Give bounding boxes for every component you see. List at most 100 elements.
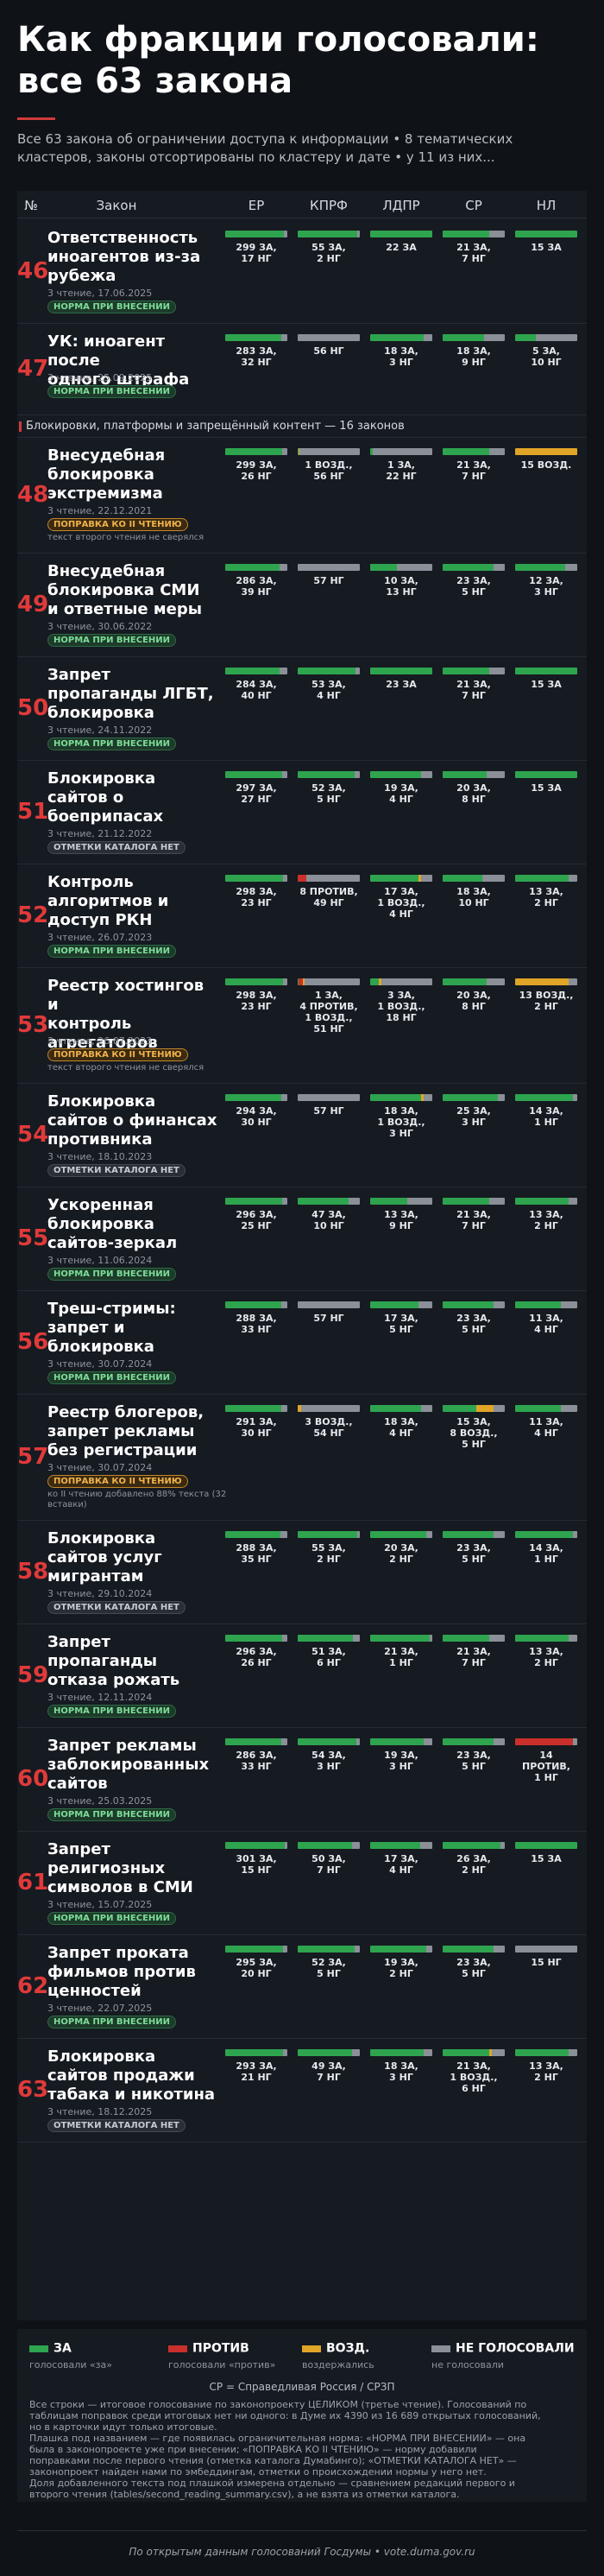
- law-title-line: иноагентов из-за: [47, 248, 201, 266]
- vote-label-line: 52 ЗА,: [311, 1957, 346, 1968]
- vote-segment-ng: [494, 1405, 505, 1412]
- vote-label-line: 54 ЗА,: [311, 1750, 346, 1761]
- vote-label-line: 7 НГ: [317, 1864, 341, 1876]
- vote-segment-za: [370, 1301, 418, 1308]
- vote-segment-protiv: [298, 875, 307, 882]
- vote-label-line: 26 НГ: [241, 471, 272, 482]
- vote-segment-ng: [280, 1738, 287, 1745]
- vote-bar-nl: [515, 448, 577, 455]
- vote-label-line: 15 ЗА: [531, 242, 562, 253]
- vote-label-line: 2 НГ: [534, 1001, 558, 1012]
- law-number: 58: [17, 1559, 49, 1585]
- vote-segment-za: [225, 771, 282, 778]
- header-law: Закон: [96, 198, 137, 213]
- vote-segment-za: [370, 1842, 421, 1849]
- vote-segment-ng: [494, 1946, 505, 1953]
- footer-divider: [17, 2530, 587, 2531]
- law-title: Запрет пропаганды ЛГБТ, блокировка: [47, 666, 220, 723]
- vote-bar-er: [225, 1301, 287, 1308]
- vote-segment-ng: [304, 978, 360, 985]
- vote-segment-za: [515, 1198, 569, 1205]
- law-title: Внесудебная блокировка экстремизма: [47, 446, 220, 503]
- vote-label-line: 6 НГ: [462, 2083, 486, 2094]
- vote-segment-ng: [489, 231, 505, 237]
- vote-bar-kprf: [298, 668, 360, 674]
- vote-label-line: 50 ЗА,: [311, 1853, 346, 1864]
- vote-segment-za: [225, 1946, 284, 1953]
- vote-label-line: 20 НГ: [241, 1968, 272, 1979]
- origin-badge: ПОПРАВКА КО II ЧТЕНИЮ: [47, 518, 188, 531]
- vote-label-ldpr: 13 ЗА, 9 НГ: [370, 1209, 432, 1231]
- law-title: Блокировка сайтов о боеприпасах: [47, 769, 220, 826]
- vote-label-line: 54 НГ: [313, 1427, 344, 1439]
- vote-segment-ng: [283, 2049, 287, 2056]
- vote-label-line: 55 ЗА,: [311, 242, 346, 253]
- vote-label-sr: 23 ЗА, 5 НГ: [443, 575, 505, 598]
- vote-segment-za: [370, 334, 424, 341]
- law-title-line: Запрет проката: [47, 1944, 189, 1962]
- vote-segment-za: [298, 1738, 357, 1745]
- law-title: Запрет пропаганды отказа рожать: [47, 1633, 220, 1690]
- law-title-line: рубежа: [47, 267, 116, 285]
- vote-segment-za: [443, 1842, 500, 1849]
- law-number: 47: [17, 356, 49, 382]
- vote-bar-nl: [515, 564, 577, 571]
- vote-segment-za: [225, 668, 280, 674]
- vote-label-line: 4 НГ: [534, 1427, 558, 1439]
- law-title: Ускоренная блокировка сайтов-зеркал: [47, 1196, 220, 1253]
- vote-label-line: 1 ВОЗД.,: [305, 459, 353, 471]
- law-title: Ответственность иноагентов из-за рубежа: [47, 229, 220, 286]
- title-line-2: все 63 закона: [17, 61, 293, 101]
- vote-label-line: 298 ЗА,: [236, 990, 277, 1001]
- law-title-line: сайтов услуг: [47, 1548, 162, 1566]
- vote-label-ldpr: 18 ЗА, 1 ВОЗД., 3 НГ: [370, 1105, 432, 1139]
- vote-label-line: 21 ЗА,: [456, 1209, 491, 1220]
- vote-label-line: 17 ЗА,: [384, 1853, 418, 1864]
- vote-label-line: 4 НГ: [389, 1427, 413, 1439]
- vote-label-line: 55 ЗА,: [311, 1542, 346, 1554]
- vote-label-line: 288 ЗА,: [236, 1313, 277, 1324]
- vote-label-line: 14 ПРОТИВ,: [522, 1750, 570, 1772]
- law-title-line: сайтов о: [47, 788, 124, 807]
- vote-segment-ng: [357, 231, 360, 237]
- vote-label-line: 8 НГ: [462, 794, 486, 805]
- vote-label-line: 298 ЗА,: [236, 886, 277, 897]
- legend-party-note: СР = Справедливая Россия / СРЗП: [209, 2381, 395, 2393]
- vote-label-line: 8 ВОЗД.,: [450, 1427, 498, 1439]
- vote-label-line: 1 НГ: [534, 1117, 558, 1128]
- vote-label-kprf: 1 ЗА, 4 ПРОТИВ, 1 ВОЗД., 51 НГ: [298, 990, 360, 1035]
- vote-segment-za: [298, 978, 299, 985]
- vote-label-line: 21 ЗА,: [456, 679, 491, 690]
- vote-bar-er: [225, 334, 287, 341]
- vote-label-line: 5 НГ: [389, 1324, 413, 1335]
- law-title: Реестр хостингов и контроль агрегаторов: [47, 977, 220, 1053]
- table-row: 61 Запрет религиозных символов в СМИ 3 чтени…: [17, 1832, 587, 1935]
- law-title-line: УК: иноагент после: [47, 332, 166, 370]
- vote-label-ldpr: 18 ЗА, 4 НГ: [370, 1416, 432, 1439]
- law-title-line: противника: [47, 1130, 153, 1149]
- vote-bar-ldpr: [370, 1094, 432, 1101]
- law-title-line: запрет и: [47, 1319, 125, 1337]
- vote-segment-za: [443, 771, 488, 778]
- vote-label-sr: 25 ЗА, 3 НГ: [443, 1105, 505, 1128]
- vote-label-nl: 14 ЗА, 1 НГ: [515, 1105, 577, 1128]
- vote-segment-protiv: [515, 1738, 574, 1745]
- reading-date: 3 чтение, 22.07.2025: [47, 2003, 153, 2014]
- vote-segment-ng: [284, 1842, 287, 1849]
- reading-date: 3 чтение, 18.12.2025: [47, 2106, 153, 2117]
- vote-bar-sr: [443, 771, 505, 778]
- legend-name: НЕ ГОЛОСОВАЛИ: [456, 2341, 575, 2356]
- origin-badge: НОРМА ПРИ ВНЕСЕНИИ: [47, 2016, 177, 2029]
- vote-bar-kprf: [298, 1946, 360, 1953]
- vote-bar-nl: [515, 1738, 577, 1745]
- reading-date: 3 чтение, 21.12.2022: [47, 828, 153, 839]
- vote-label-line: 26 ЗА,: [456, 1853, 491, 1864]
- origin-badge: ОТМЕТКИ КАТАЛОГА НЕТ: [47, 2119, 186, 2132]
- vote-segment-ng: [280, 334, 287, 341]
- vote-label-er: 299 ЗА, 17 НГ: [225, 242, 287, 264]
- vote-segment-za: [443, 1301, 494, 1308]
- vote-label-er: 298 ЗА, 23 НГ: [225, 990, 287, 1012]
- vote-bar-ldpr: [370, 1635, 432, 1642]
- vote-label-kprf: 55 ЗА, 2 НГ: [298, 242, 360, 264]
- vote-bar-nl: [515, 875, 577, 882]
